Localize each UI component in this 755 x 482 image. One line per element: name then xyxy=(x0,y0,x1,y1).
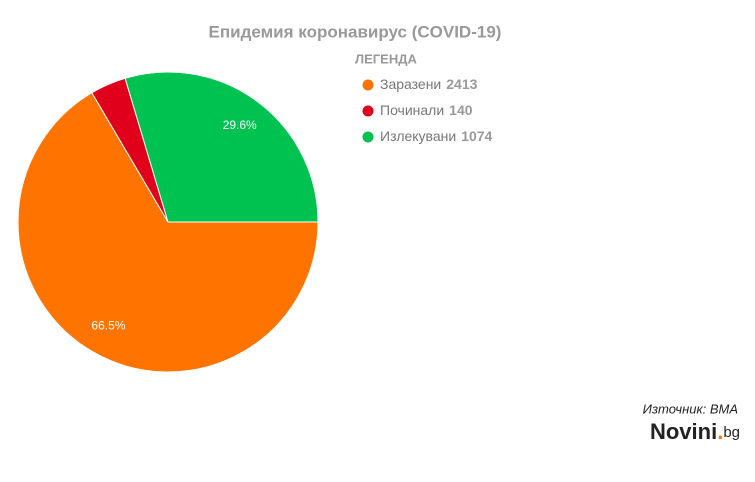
pie-slice xyxy=(124,71,319,223)
legend-label: Починали xyxy=(380,102,444,118)
legend-value: 140 xyxy=(449,102,473,118)
legend-marker xyxy=(362,105,374,117)
slice-label: 66.5% xyxy=(91,318,125,332)
source: Източник: BMA xyxy=(643,401,738,416)
logo: Novini.bg xyxy=(650,419,740,444)
logo-dot: . xyxy=(717,419,723,444)
logo-suffix: bg xyxy=(723,424,740,441)
logo-main: Novini xyxy=(650,419,717,444)
chart-title: Епидемия коронавирус (COVID-19) xyxy=(209,22,502,41)
legend-entry: Починали 140 xyxy=(380,102,473,118)
legend-marker xyxy=(362,79,374,91)
legend-value: 2413 xyxy=(446,76,477,92)
slice-label: 29.6% xyxy=(223,118,257,132)
legend-title: ЛЕГЕНДА xyxy=(355,51,417,66)
pie-slice xyxy=(17,92,319,373)
legend-entry: Излекувани 1074 xyxy=(380,128,493,144)
legend-label: Заразени xyxy=(380,76,441,92)
legend-marker xyxy=(362,131,374,143)
legend-label: Излекувани xyxy=(380,128,456,144)
legend-entry: Заразени 2413 xyxy=(380,76,478,92)
legend-value: 1074 xyxy=(461,128,492,144)
